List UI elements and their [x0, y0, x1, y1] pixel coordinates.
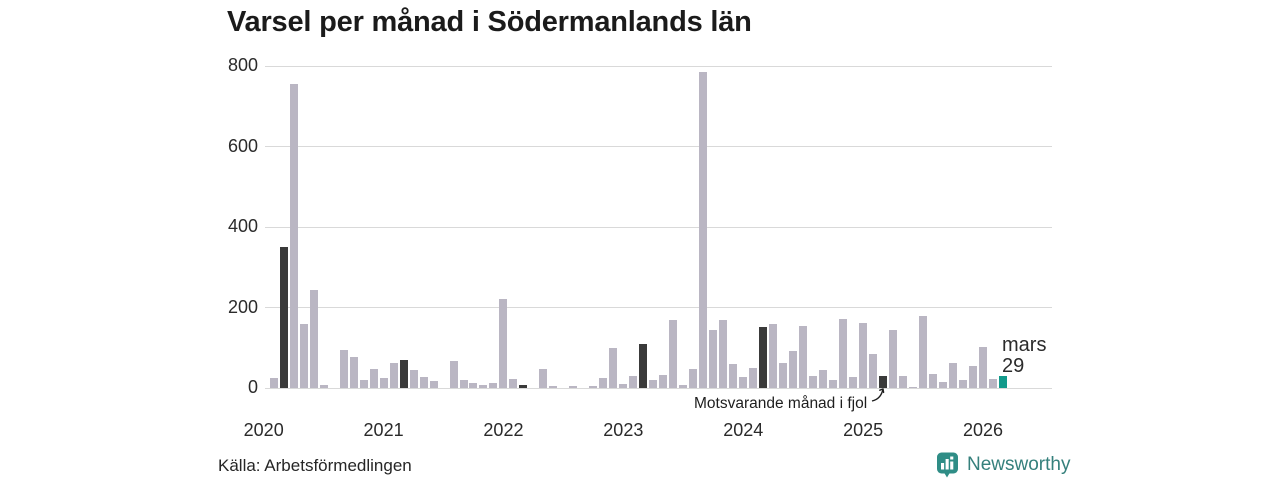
annotation-text: Motsvarande månad i fjol — [694, 395, 868, 412]
bar-2020-m7 — [319, 385, 328, 388]
gridline-400 — [265, 226, 1052, 228]
bar-2024-m5 — [779, 362, 788, 388]
bar-2024-m12 — [849, 377, 858, 388]
bar-2025-m7 — [919, 316, 928, 388]
bar-2025-m11 — [959, 379, 967, 388]
brand-name: Newsworthy — [967, 454, 1071, 475]
bar-2021-m9 — [459, 379, 468, 388]
y-tick-label-200: 200 — [227, 296, 258, 317]
bar-2022-m11 — [599, 377, 608, 388]
bar-2020-m10 — [349, 356, 358, 388]
y-tick-label-800: 800 — [227, 55, 258, 75]
bar-2022-m1 — [499, 299, 508, 388]
bar-2021-m4 — [409, 369, 418, 388]
gridline-0 — [265, 387, 1052, 389]
bar-2022-m8 — [569, 386, 578, 388]
bar-2021-m10 — [469, 383, 478, 388]
bar-2025-m12 — [968, 366, 977, 388]
bar-2026-m1 — [978, 346, 987, 388]
bar-2021-m11 — [479, 384, 488, 388]
bar-2023-m8 — [689, 368, 698, 388]
bar-2025-m8 — [929, 373, 938, 388]
bar-2021-m6 — [429, 380, 438, 388]
bar-2023-m3 — [639, 343, 648, 388]
bar-2026-m2 — [988, 378, 997, 388]
curved-arrow-icon — [871, 388, 885, 402]
bar-2025-m5 — [899, 376, 908, 388]
bar-2022-m12 — [609, 347, 618, 388]
bar-2025-m10 — [949, 363, 957, 388]
bar-2023-m7 — [679, 384, 688, 388]
bar-2020-m3 — [279, 247, 288, 388]
bar-2024-m6 — [789, 350, 798, 388]
bar-2025-m3 — [879, 375, 888, 388]
x-tick-label-2026: 2026 — [962, 420, 1003, 440]
bar-2021-m8 — [449, 360, 458, 388]
bar-2022-m5 — [539, 369, 548, 388]
y-tick-label-0: 0 — [247, 377, 258, 397]
x-tick-label-2024: 2024 — [723, 420, 764, 440]
bar-2021-m2 — [389, 362, 398, 388]
bar-2020-m5 — [299, 324, 308, 388]
bar-2024-m11 — [839, 319, 848, 388]
bar-2022-m2 — [509, 379, 518, 388]
bar-2026-m3 — [998, 376, 1007, 388]
bar-2024-m1 — [739, 377, 748, 388]
source-caption: Källa: Arbetsförmedlingen — [218, 456, 412, 475]
x-tick-label-2020: 2020 — [243, 420, 284, 440]
bar-2024-m9 — [819, 370, 828, 388]
bar-2023-m6 — [669, 319, 678, 388]
bar-2023-m2 — [629, 375, 638, 388]
bar-2024-m7 — [799, 325, 808, 388]
bar-2021-m3 — [399, 359, 408, 388]
bar-2021-m5 — [419, 376, 428, 388]
bar-2022-m3 — [519, 384, 528, 388]
newsworthy-bubble-chart-icon — [937, 452, 958, 478]
x-tick-label-2023: 2023 — [603, 420, 644, 440]
bar-2020-m12 — [369, 368, 378, 388]
bar-2024-m3 — [759, 326, 768, 388]
current-bar-value: 29 — [1002, 355, 1025, 377]
bar-2023-m1 — [619, 383, 628, 388]
bar-2020-m9 — [339, 349, 348, 388]
x-tick-label-2022: 2022 — [483, 420, 524, 440]
gridline-200 — [265, 307, 1052, 308]
current-bar-month: mars — [1002, 334, 1047, 356]
bar-2020-m2 — [269, 377, 278, 388]
bar-2023-m4 — [649, 380, 658, 388]
y-tick-label-600: 600 — [227, 135, 258, 156]
plot-area — [265, 65, 1052, 389]
gridline-600 — [265, 146, 1052, 147]
x-tick-label-2025: 2025 — [843, 420, 884, 440]
bar-2024-m10 — [829, 379, 838, 388]
bar-2025-m1 — [859, 322, 868, 388]
bar-2025-m6 — [909, 386, 918, 388]
bar-2020-m6 — [309, 290, 318, 388]
bar-2023-m10 — [709, 329, 718, 388]
bar-2023-m9 — [699, 72, 708, 388]
bar-2020-m4 — [289, 84, 298, 388]
y-tick-label-400: 400 — [227, 216, 258, 236]
bar-2022-m6 — [549, 386, 558, 388]
bar-2021-m1 — [379, 378, 388, 388]
bar-2020-m11 — [359, 379, 368, 388]
bar-2025-m4 — [889, 329, 898, 388]
brand-logo: Newsworthy — [936, 452, 1070, 478]
bar-2023-m5 — [659, 375, 668, 388]
bar-2024-m4 — [769, 323, 778, 388]
bar-2024-m2 — [749, 367, 758, 388]
bar-2024-m8 — [809, 375, 818, 388]
bar-2021-m12 — [489, 383, 498, 388]
bar-2025-m9 — [939, 381, 948, 388]
current-bar-label: mars 29 — [1002, 335, 1046, 377]
bar-2023-m11 — [719, 320, 728, 388]
gridline-800 — [265, 65, 1052, 67]
bar-2023-m12 — [729, 363, 738, 388]
bar-2025-m2 — [869, 353, 878, 388]
bar-2022-m10 — [589, 385, 598, 388]
chart-title: Varsel per månad i Södermanlands län — [227, 6, 752, 38]
x-tick-label-2021: 2021 — [363, 420, 404, 440]
